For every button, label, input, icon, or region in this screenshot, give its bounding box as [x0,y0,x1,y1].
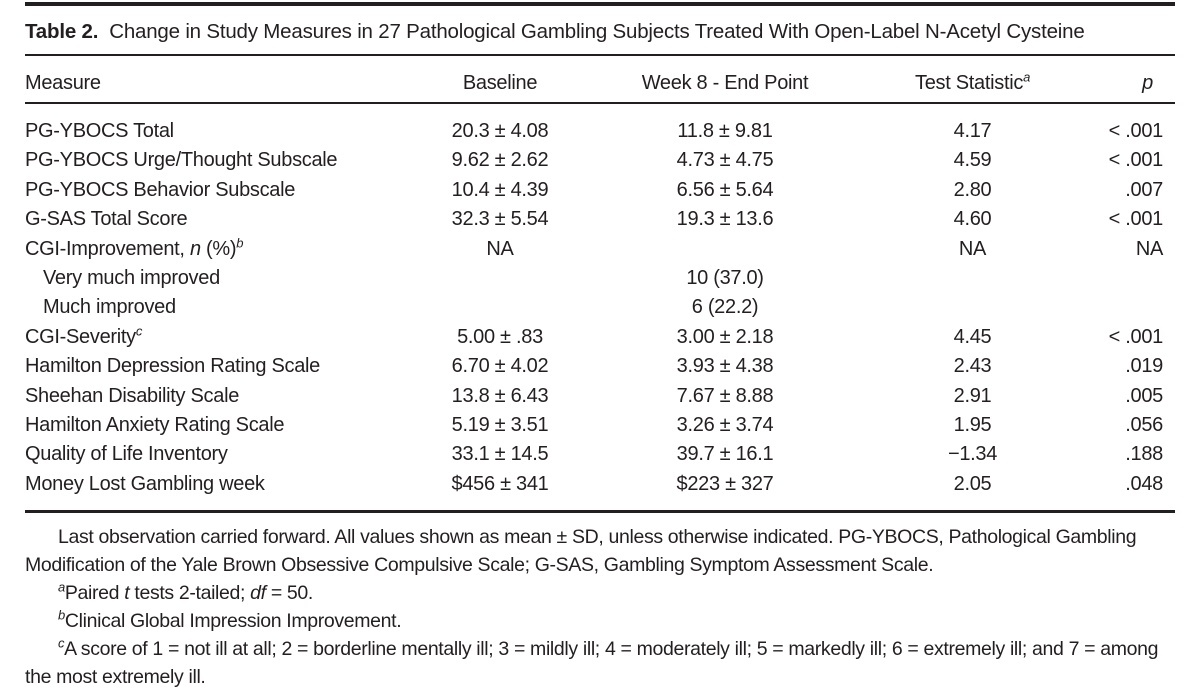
cell-week8-endpoint: 6.56 ± 5.64 [676,178,774,201]
cell-test-statistic: 4.59 [953,149,992,172]
cell-p-value: .188 [1125,443,1163,466]
cell-test-statistic: 4.45 [953,325,992,348]
cell-baseline: 10.4 ± 4.39 [451,178,549,201]
table-top-rule [25,2,1175,6]
cell-measure: CGI-Severityc [25,323,143,348]
table-caption: Table 2. Change in Study Measures in 27 P… [25,6,1175,54]
cell-p-value: .019 [1125,355,1163,378]
cell-p-value: < .001 [1108,325,1164,348]
cell-p-value: .007 [1125,178,1163,201]
table-row: Quality of Life Inventory 33.1 ± 14.5 39.7… [25,440,1175,469]
cell-measure: Sheehan Disability Scale [25,384,240,407]
cell-baseline [430,293,570,322]
cell-test-statistic: NA [958,237,987,260]
footnote-general: Last observation carried forward. All va… [25,526,1137,577]
cell-measure: PG-YBOCS Total [25,120,174,142]
cell-p-value [1065,264,1175,293]
cell-week8-endpoint: 10 (37.0) [686,267,764,290]
table-row: Money Lost Gambling week $456 ± 341 $223 ±… [25,470,1175,504]
cell-baseline: 5.19 ± 3.51 [451,414,549,437]
cell-baseline: 13.8 ± 6.43 [451,384,549,407]
column-header-measure: Measure [25,56,430,104]
cell-p-value: < .001 [1108,208,1164,231]
cell-measure: Quality of Life Inventory [25,443,228,466]
table-bottom-rule [25,510,1175,514]
table-body: PG-YBOCS Total 20.3 ± 4.08 11.8 ± 9.81 4.17… [25,103,1175,504]
cell-week8-endpoint [570,235,880,264]
table-row: Very much improved 10 (37.0) [25,264,1175,293]
cell-test-statistic: 4.60 [953,208,992,231]
cell-week8-endpoint: 7.67 ± 8.88 [676,384,774,407]
table-row: PG-YBOCS Total 20.3 ± 4.08 11.8 ± 9.81 4.17… [25,103,1175,146]
cell-measure: Hamilton Anxiety Rating Scale [25,414,285,437]
cell-week8-endpoint: 3.26 ± 3.74 [676,414,774,437]
table-row: CGI-Severityc 5.00 ± .83 3.00 ± 2.18 4.45 < … [25,323,1175,352]
cell-test-statistic: −1.34 [947,443,998,466]
table-footnotes: Last observation carried forward. All va… [25,523,1175,691]
cell-p-value [1065,293,1175,322]
cell-test-statistic [880,264,1065,293]
cell-test-statistic: 2.43 [953,355,992,378]
footnote-c: cA score of 1 = not ill at all; 2 = bord… [25,635,1159,689]
footnote-a: aPaired t tests 2-tailed; df = 50. [58,579,313,605]
column-header-test-statistic: Test Statistica [880,56,1065,104]
cell-test-statistic: 2.91 [953,384,992,407]
table-row: CGI-Improvement, n (%)b NA NA NA [25,235,1175,264]
cell-week8-endpoint: 6 (22.2) [691,296,759,319]
table-row: Hamilton Anxiety Rating Scale 5.19 ± 3.51… [25,411,1175,440]
column-header-week8-endpoint: Week 8 - End Point [570,56,880,104]
cell-baseline: 20.3 ± 4.08 [451,120,549,142]
column-header-p-value: p [1065,56,1175,104]
table-number-label: Table 2. [25,20,99,43]
cell-measure: G-SAS Total Score [25,208,188,231]
table-title-text: Change in Study Measures in 27 Pathologi… [109,20,1085,43]
cell-measure: Very much improved [43,267,220,290]
cell-baseline: 9.62 ± 2.62 [451,149,549,172]
cell-p-value: .056 [1125,414,1163,437]
cell-measure: Money Lost Gambling week [25,472,265,495]
cell-week8-endpoint: 3.00 ± 2.18 [676,325,774,348]
footnote-b: bClinical Global Impression Improvement. [58,607,402,633]
cell-test-statistic: 2.05 [953,472,992,495]
header-row: Measure Baseline Week 8 - End Point Test… [25,56,1175,104]
table-row: PG-YBOCS Behavior Subscale 10.4 ± 4.39 6.5… [25,176,1175,205]
cell-week8-endpoint: 11.8 ± 9.81 [677,120,773,142]
cell-week8-endpoint: 39.7 ± 16.1 [676,443,774,466]
cell-measure: CGI-Improvement, n (%)b [25,234,244,260]
cell-baseline: 6.70 ± 4.02 [451,355,549,378]
cell-baseline: 32.3 ± 5.54 [451,208,549,231]
cell-baseline: 5.00 ± .83 [457,325,543,348]
cell-week8-endpoint: 3.93 ± 4.38 [676,355,774,378]
table-row: PG-YBOCS Urge/Thought Subscale 9.62 ± 2.6… [25,146,1175,175]
cell-p-value: < .001 [1108,120,1164,142]
cell-baseline [430,264,570,293]
column-header-baseline: Baseline [430,56,570,104]
cell-test-statistic: 2.80 [953,178,992,201]
cell-p-value: .048 [1125,472,1163,495]
table-row: Much improved 6 (22.2) [25,293,1175,322]
cell-measure: Hamilton Depression Rating Scale [25,355,320,378]
cell-week8-endpoint: 4.73 ± 4.75 [676,149,774,172]
cell-baseline: $456 ± 341 [451,472,549,495]
cell-test-statistic [880,293,1065,322]
cell-p-value: .005 [1125,384,1163,407]
cell-week8-endpoint: 19.3 ± 13.6 [676,208,774,231]
table-row: Sheehan Disability Scale 13.8 ± 6.43 7.67 … [25,382,1175,411]
cell-measure: PG-YBOCS Behavior Subscale [25,178,296,201]
caption-divider-rule [25,54,1175,56]
cell-baseline: NA [486,237,514,260]
cell-test-statistic: 1.95 [953,414,992,437]
table-row: G-SAS Total Score 32.3 ± 5.54 19.3 ± 13.6 4… [25,205,1175,234]
table-row: Hamilton Depression Rating Scale 6.70 ± 4… [25,352,1175,381]
cell-baseline: 33.1 ± 14.5 [451,443,549,466]
cell-measure: PG-YBOCS Urge/Thought Subscale [25,149,338,172]
cell-p-value: < .001 [1108,149,1164,172]
cell-p-value: NA [1135,237,1163,260]
cell-measure: Much improved [43,296,176,319]
cell-test-statistic: 4.17 [953,120,992,142]
study-measures-table: Measure Baseline Week 8 - End Point Test… [25,56,1175,504]
cell-week8-endpoint: $223 ± 327 [676,472,774,495]
